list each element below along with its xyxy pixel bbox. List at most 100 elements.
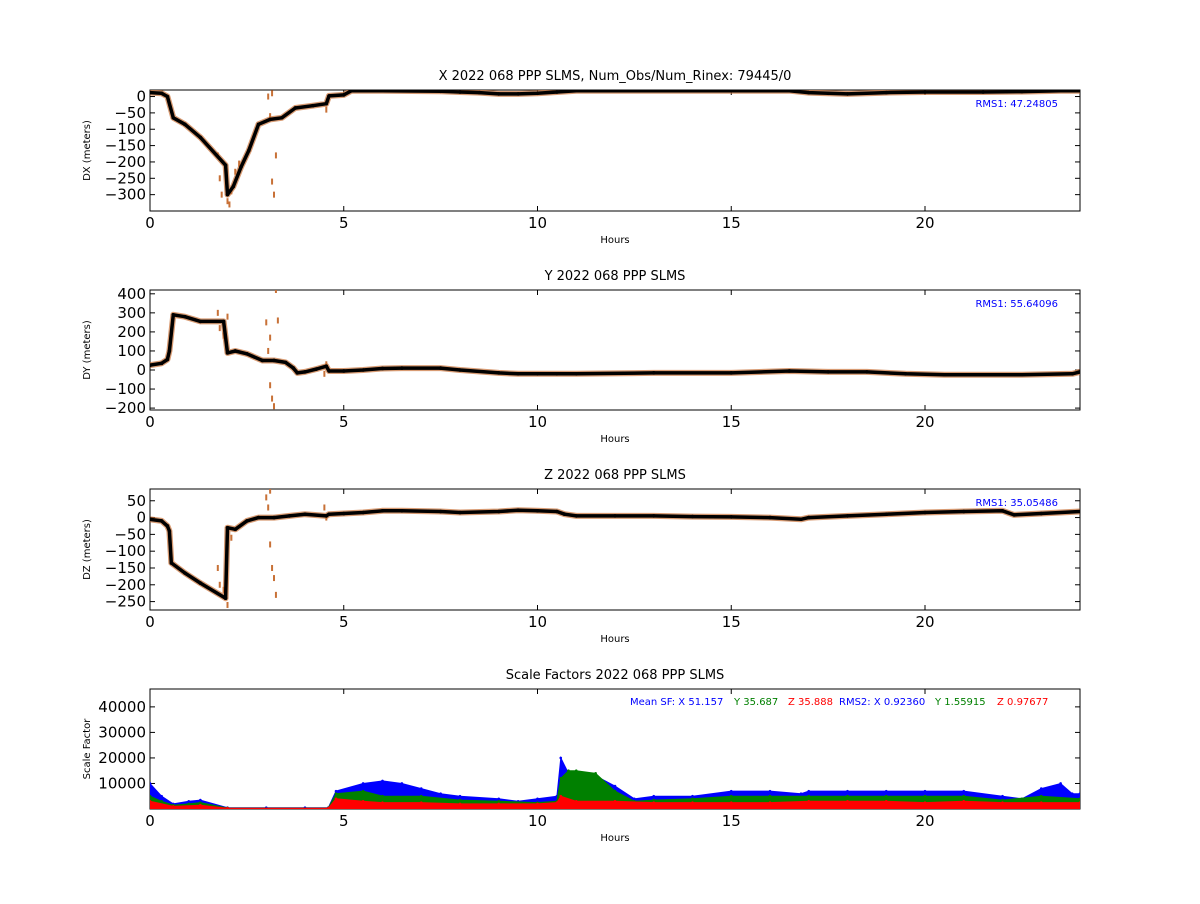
data-point-y: [962, 794, 966, 798]
data-point: [806, 90, 811, 95]
data-point: [496, 371, 501, 375]
data-point: [477, 90, 482, 95]
data-point: [535, 372, 540, 376]
data-point: [555, 372, 559, 376]
raw-point: [226, 601, 229, 608]
y-tick-label: 200: [117, 323, 146, 341]
axes-frame: [149, 289, 1081, 411]
data-point-z: [807, 800, 811, 803]
data-point: [324, 364, 329, 368]
data-point-x: [361, 782, 365, 785]
x-tick-label: 20: [915, 214, 934, 232]
data-point-z: [497, 802, 501, 806]
data-point-x: [846, 789, 849, 793]
raw-point: [226, 198, 229, 205]
chart-title: Scale Factors 2022 068 PPP SLMS: [506, 668, 725, 683]
raw-point: [226, 313, 229, 320]
data-point: [165, 524, 170, 528]
raw-point: [269, 382, 272, 389]
sf-annotation: RMS2: X 0.92360: [839, 697, 925, 708]
raw-point: [323, 504, 326, 511]
y-tick-label: −200: [105, 399, 146, 417]
data-point-x: [633, 797, 636, 801]
y-tick-label: 400: [117, 285, 146, 303]
chart-title: Z 2022 068 PPP SLMS: [544, 468, 686, 483]
data-point-y: [729, 794, 733, 798]
data-point-x: [1039, 787, 1043, 790]
data-point: [1012, 513, 1016, 517]
data-point-x: [691, 794, 694, 798]
data-point: [458, 510, 462, 515]
data-point: [1070, 372, 1075, 376]
raw-point: [269, 541, 272, 548]
y-tick-label: −100: [105, 542, 146, 560]
data-point: [613, 514, 617, 518]
y-axis-label: DX (meters): [82, 120, 93, 181]
data-point-z: [334, 797, 338, 801]
sf-annotation: Y 35.687: [733, 697, 778, 708]
data-point: [291, 366, 296, 370]
data-point-x: [962, 789, 966, 793]
data-point-x: [1059, 782, 1062, 785]
raw-point: [323, 370, 326, 377]
data-point: [1078, 509, 1080, 514]
raw-point: [230, 534, 233, 541]
data-point-x: [419, 787, 423, 790]
y-tick-label: 300: [117, 304, 146, 322]
data-point: [233, 527, 238, 532]
data-point-z: [326, 806, 330, 809]
data-point-z: [555, 801, 559, 804]
data-point: [150, 517, 152, 522]
data-point: [295, 371, 300, 375]
data-point-x: [1001, 794, 1004, 798]
data-point: [314, 367, 319, 371]
data-point: [245, 519, 249, 523]
data-point-y: [419, 794, 423, 798]
data-point: [380, 366, 385, 371]
raw-point: [267, 504, 270, 511]
x-tick-label: 15: [722, 812, 741, 830]
x-tick-label: 15: [722, 214, 741, 232]
data-point: [293, 106, 298, 110]
x-tick-label: 20: [915, 613, 934, 631]
data-point: [171, 312, 176, 317]
data-point: [729, 515, 734, 519]
data-point: [260, 358, 265, 363]
data-point-x: [799, 792, 803, 795]
y-tick-label: −200: [105, 153, 146, 171]
raw-point: [267, 347, 270, 354]
data-point: [496, 509, 501, 514]
data-point: [272, 515, 276, 520]
data-point: [183, 122, 187, 127]
data-point: [245, 352, 249, 356]
raw-point: [216, 564, 219, 571]
data-point: [349, 90, 354, 93]
data-point-y: [594, 771, 597, 775]
data-point: [961, 509, 966, 514]
data-point-y: [458, 798, 462, 802]
data-point: [150, 363, 152, 368]
x-tick-label: 20: [915, 812, 934, 830]
data-point: [942, 372, 947, 377]
data-point-y: [807, 794, 811, 798]
data-point: [535, 509, 540, 513]
raw-point: [274, 290, 277, 293]
raw-point: [273, 191, 275, 198]
data-layer: [150, 290, 1080, 410]
raw-point: [269, 334, 272, 341]
y-tick-label: 20000: [98, 749, 146, 767]
data-point: [169, 561, 174, 565]
data-point-z: [884, 800, 888, 803]
x-tick-label: 0: [145, 214, 155, 232]
data-point: [806, 515, 811, 520]
data-point-y: [361, 789, 365, 793]
data-point: [239, 165, 243, 169]
raw-point: [216, 309, 219, 316]
data-point: [167, 349, 172, 353]
x-tick-label: 10: [528, 214, 547, 232]
y-tick-label: 10000: [98, 774, 146, 792]
y-tick-label: 0: [136, 509, 146, 527]
series-halo: [150, 90, 1080, 198]
data-point: [327, 512, 331, 517]
data-point: [198, 135, 203, 140]
